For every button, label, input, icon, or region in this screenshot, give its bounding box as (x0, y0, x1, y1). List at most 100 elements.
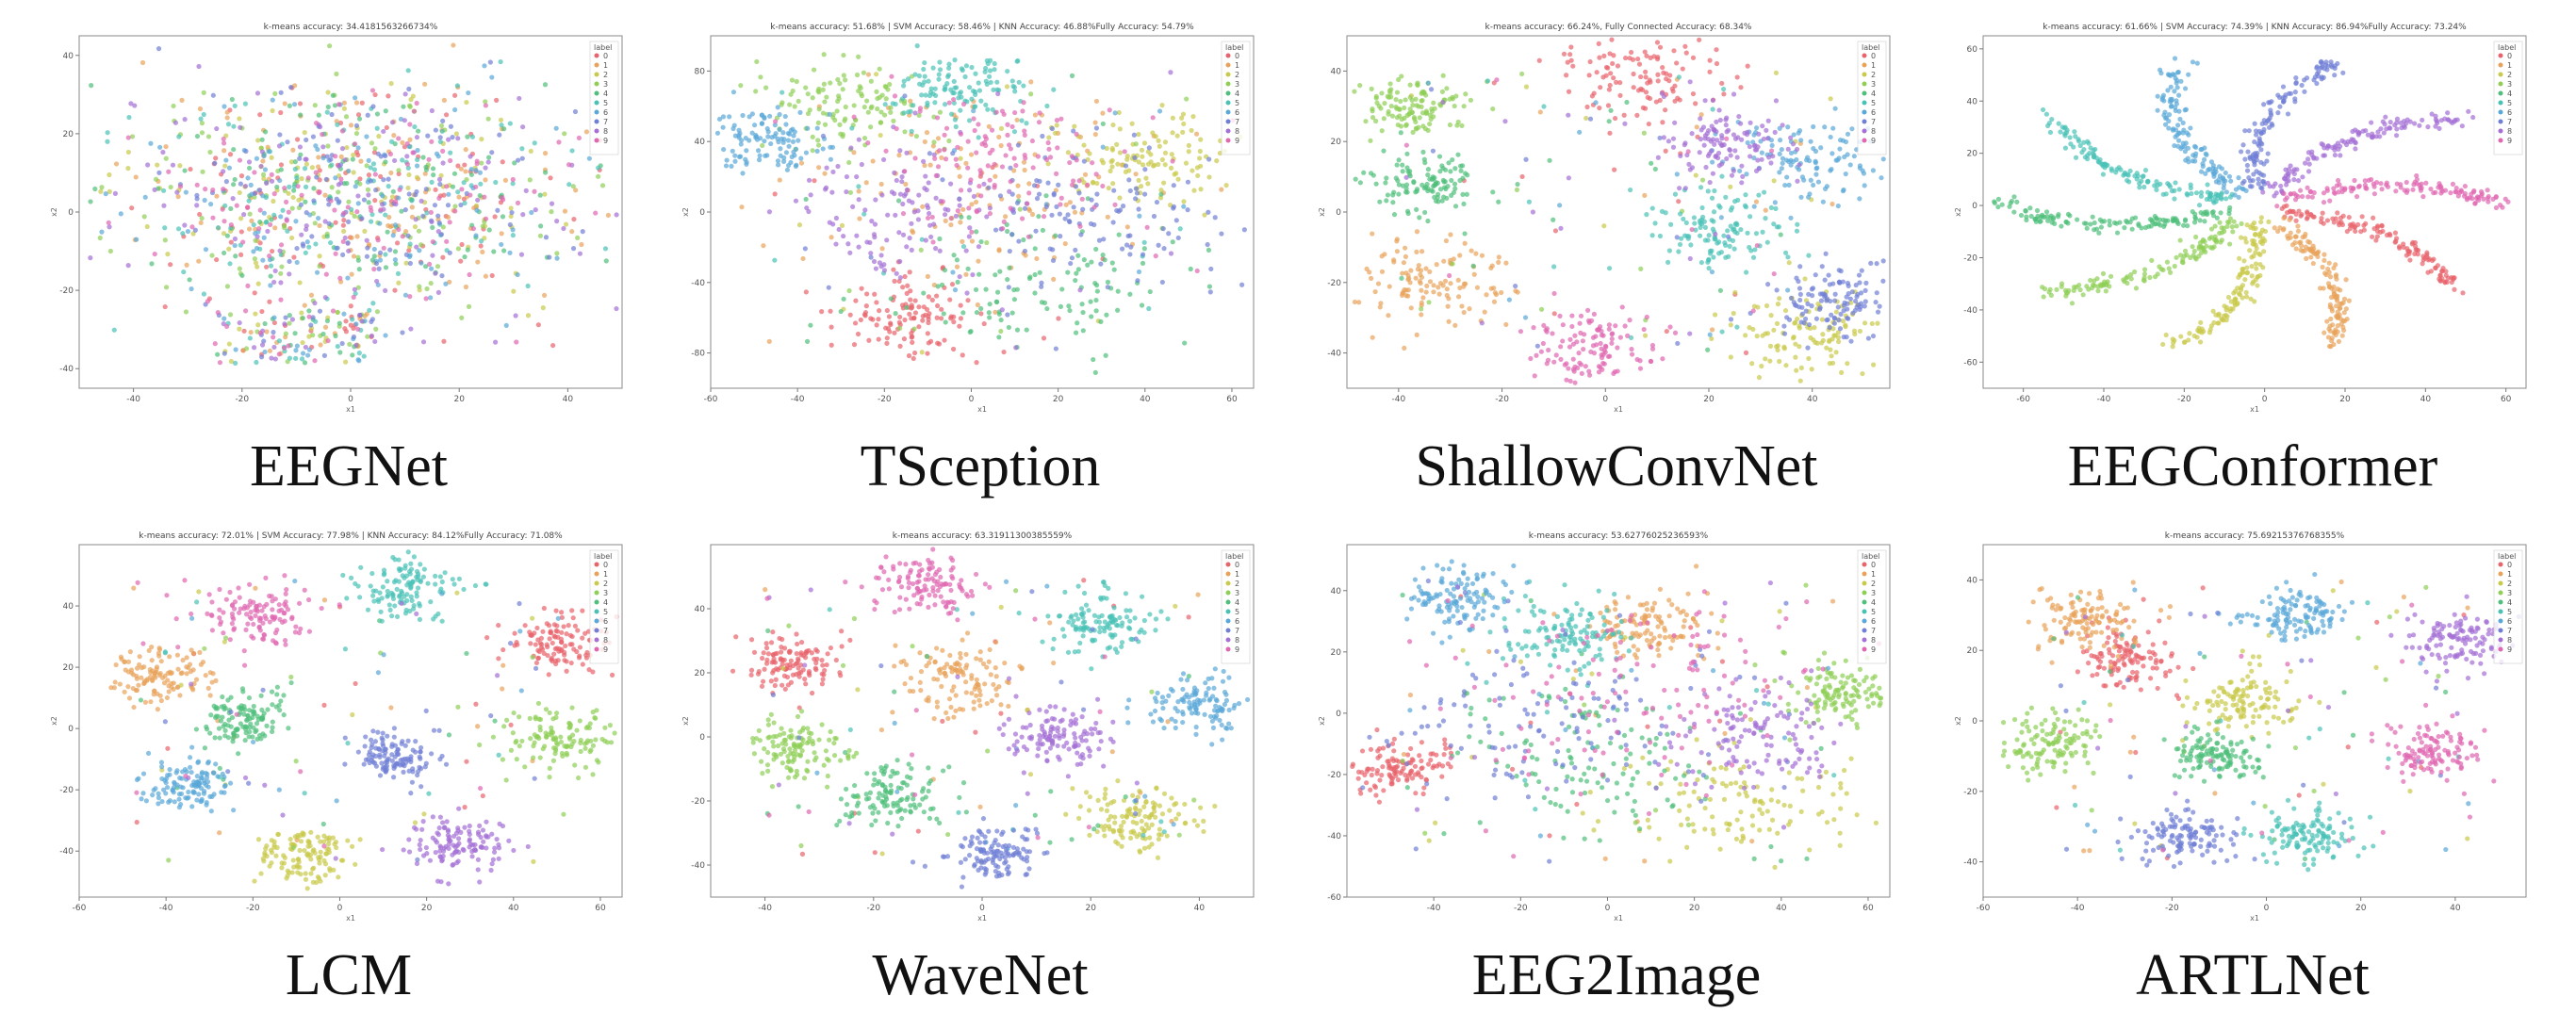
legend-label: 0 (603, 52, 608, 60)
scatter-point (856, 137, 861, 142)
scatter-point (1739, 137, 1745, 142)
scatter-point (2133, 286, 2140, 291)
scatter-point (2227, 241, 2233, 247)
scatter-point (1518, 329, 1524, 335)
legend-label: 6 (1235, 108, 1239, 117)
scatter-point (1572, 380, 1578, 385)
plot-background (1315, 19, 1918, 415)
legend-label: 5 (1235, 99, 1239, 107)
scatter-point (517, 95, 522, 102)
scatter-point (875, 106, 880, 112)
scatter-point (2088, 145, 2093, 151)
scatter-point (868, 124, 874, 130)
scatter-point (2228, 306, 2234, 312)
scatter-point (2154, 187, 2159, 192)
scatter-point (1040, 227, 1046, 234)
scatter-point (2234, 223, 2240, 229)
scatter-point (614, 212, 619, 218)
scatter-point (2393, 236, 2400, 241)
scatter-point (1462, 231, 1468, 237)
scatter-point (355, 285, 361, 290)
scatter-point (2373, 237, 2379, 243)
scatter-point (1743, 192, 1748, 198)
scatter-point (967, 188, 973, 193)
scatter-point (816, 142, 822, 148)
scatter-point (887, 81, 893, 88)
scatter-point (1797, 344, 1802, 350)
scatter-point (383, 212, 388, 218)
scatter-point (925, 203, 930, 208)
scatter-point (351, 294, 356, 300)
scatter-point (2198, 189, 2205, 195)
scatter-point (383, 153, 388, 158)
scatter-point (446, 191, 451, 197)
scatter-point (1606, 266, 1613, 271)
scatter-point (2023, 207, 2028, 214)
scatter-point (981, 181, 987, 187)
scatter-point (280, 207, 286, 213)
scatter-point (2340, 213, 2346, 219)
scatter-point (353, 149, 360, 155)
scatter-point (1809, 367, 1814, 372)
scatter-point (904, 244, 910, 250)
scatter-point (455, 246, 462, 252)
scatter-point (491, 249, 497, 254)
scatter-point (1117, 207, 1124, 213)
scatter-point (317, 222, 322, 229)
scatter-point (1774, 287, 1780, 293)
scatter-point (1586, 319, 1592, 325)
scatter-point (1747, 244, 1752, 251)
scatter-point (808, 322, 813, 328)
scatter-point (408, 326, 414, 332)
scatter-point (2295, 223, 2301, 229)
scatter-plot-shallowconvnet: k-means accuracy: 66.24%, Fully Connecte… (1315, 19, 1918, 415)
scatter-point (207, 149, 213, 155)
scatter-point (349, 235, 354, 240)
scatter-point (2280, 84, 2287, 90)
y-tick-label: 40 (63, 52, 74, 61)
scatter-point (1034, 196, 1041, 202)
scatter-point (1742, 130, 1747, 136)
scatter-point (1013, 162, 1019, 169)
scatter-point (1569, 313, 1575, 318)
scatter-point (237, 319, 242, 326)
scatter-point (232, 236, 238, 242)
scatter-point (794, 78, 799, 85)
scatter-point (605, 212, 612, 219)
scatter-point (1806, 194, 1812, 200)
scatter-point (1754, 242, 1760, 249)
scatter-point (1622, 121, 1628, 126)
scatter-point (2087, 150, 2092, 156)
scatter-point (1670, 144, 1677, 150)
scatter-point (892, 170, 897, 175)
scatter-point (446, 137, 451, 142)
scatter-point (948, 221, 954, 228)
scatter-point (2163, 191, 2169, 197)
scatter-point (1450, 156, 1455, 163)
scatter-point (873, 266, 879, 271)
scatter-point (1837, 280, 1843, 286)
scatter-point (1463, 91, 1468, 97)
legend-marker (1225, 62, 1231, 68)
scatter-point (907, 236, 912, 241)
scatter-point (2320, 264, 2325, 270)
scatter-point (1403, 245, 1408, 251)
scatter-point (510, 176, 516, 183)
scatter-point (1400, 292, 1405, 299)
scatter-point (1037, 270, 1042, 275)
scatter-point (992, 182, 997, 188)
scatter-point (479, 238, 484, 244)
scatter-point (294, 343, 300, 349)
scatter-point (365, 334, 370, 339)
scatter-point (271, 279, 277, 286)
scatter-point (1190, 114, 1196, 120)
scatter-point (1734, 155, 1740, 160)
scatter-point (2054, 286, 2059, 292)
scatter-point (156, 170, 162, 175)
scatter-point (1712, 141, 1717, 147)
scatter-point (1717, 117, 1723, 123)
scatter-point (966, 234, 972, 239)
scatter-point (1241, 227, 1247, 233)
scatter-point (1043, 156, 1050, 163)
scatter-point (1384, 198, 1389, 204)
